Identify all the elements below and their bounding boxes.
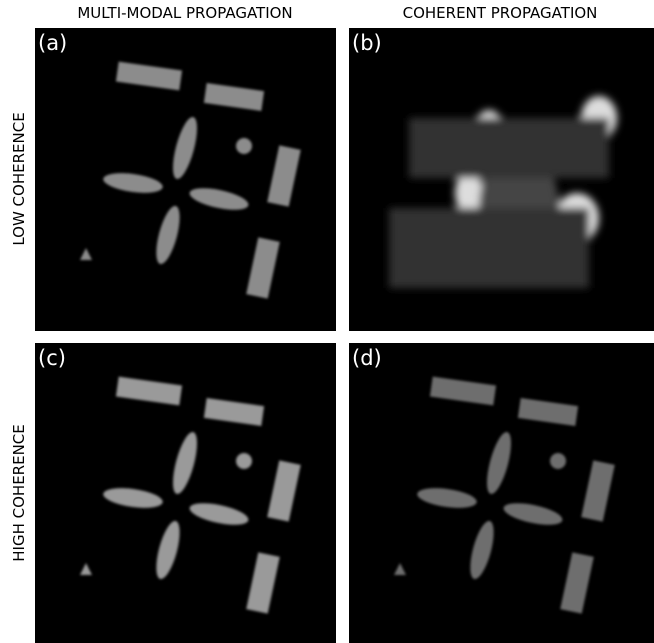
column-title: MULTI-MODAL PROPAGATION — [77, 4, 292, 22]
panel-label: (b) — [352, 31, 382, 55]
panel: (c) — [35, 343, 336, 643]
panel-label: (d) — [352, 346, 382, 370]
row-title: HIGH COHERENCE — [10, 424, 28, 561]
row-title: LOW COHERENCE — [10, 112, 28, 245]
panel: (d) — [349, 343, 654, 643]
column-title: COHERENT PROPAGATION — [403, 4, 598, 22]
panel: (b) — [349, 28, 654, 331]
panel: (a) — [35, 28, 336, 331]
panel-label: (c) — [38, 346, 66, 370]
panel-label: (a) — [38, 31, 67, 55]
figure: MULTI-MODAL PROPAGATION COHERENT PROPAGA… — [0, 0, 654, 643]
